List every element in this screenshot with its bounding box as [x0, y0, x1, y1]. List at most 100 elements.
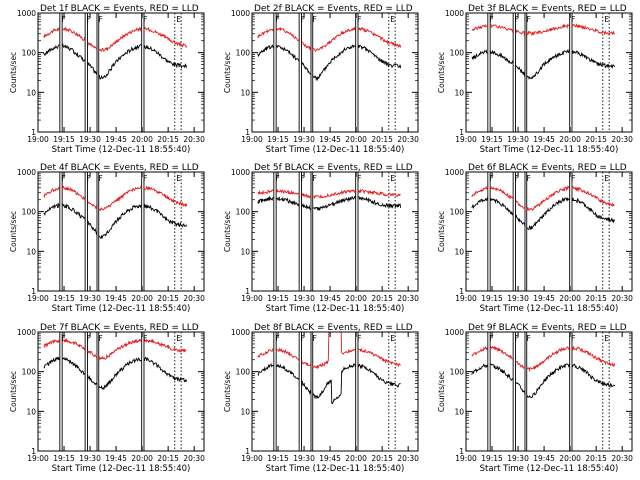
x-tick-label: 19:00 — [241, 135, 263, 144]
panel-title: Det 3f BLACK = Events, RED = LLD — [468, 4, 627, 14]
lld-series-line — [43, 26, 188, 52]
marker-label: F — [489, 174, 493, 183]
y-tick-label: 10 — [454, 407, 464, 416]
x-axis-label: Start Time (12-Dec-11 18:55:40) — [52, 464, 191, 474]
x-tick-label: 20:00 — [559, 294, 581, 303]
x-tick-label: 19:45 — [533, 135, 555, 144]
x-tick-label: 20:15 — [371, 135, 393, 144]
y-tick-label: 10 — [454, 88, 464, 97]
x-axis-label: Start Time (12-Dec-11 18:55:40) — [266, 145, 405, 155]
x-tick-label: 20:15 — [157, 454, 179, 463]
panel-frame — [251, 12, 419, 133]
y-tick-label: 1000 — [445, 168, 464, 177]
marker-label: F — [526, 15, 530, 24]
y-tick-label: 100 — [236, 208, 251, 217]
events-series-line — [471, 48, 615, 80]
x-tick-label: 19:15 — [481, 135, 503, 144]
y-tick-label: 100 — [236, 49, 251, 58]
x-tick-label: 19:00 — [241, 454, 263, 463]
events-series-line — [471, 363, 615, 399]
y-tick-label: 1 — [245, 128, 250, 137]
marker-label: F — [301, 334, 305, 343]
marker-label: F — [312, 174, 316, 183]
y-tick-label: 10 — [240, 88, 250, 97]
x-tick-label: 20:30 — [397, 454, 419, 463]
x-tick-label: 20:15 — [585, 454, 607, 463]
marker-label: E — [604, 15, 609, 24]
marker-label: F — [515, 15, 519, 24]
y-tick-label: 1000 — [231, 9, 250, 18]
x-tick-label: 20:15 — [371, 454, 393, 463]
y-tick-label: 1 — [31, 128, 36, 137]
x-tick-label: 20:30 — [183, 294, 205, 303]
marker-label: F — [98, 15, 102, 24]
y-tick-label: 1000 — [231, 168, 250, 177]
y-tick-label: 1 — [31, 287, 36, 296]
events-series-line — [43, 43, 188, 80]
y-tick-label: 10 — [26, 407, 36, 416]
marker-label: F — [357, 174, 361, 183]
panel-title: Det 2f BLACK = Events, RED = LLD — [254, 4, 413, 14]
marker-label: F — [526, 174, 530, 183]
marker-label: F — [571, 334, 575, 343]
marker-label: F — [275, 174, 279, 183]
plot-area — [471, 172, 615, 291]
x-tick-label: 19:30 — [507, 135, 529, 144]
x-axis-label: Start Time (12-Dec-11 18:55:40) — [266, 304, 405, 314]
marker-label: F — [515, 174, 519, 183]
y-axis-label: Counts/sec — [437, 211, 446, 252]
x-tick-label: 19:15 — [481, 454, 503, 463]
x-tick-label: 19:30 — [79, 135, 101, 144]
events-series-line — [43, 356, 188, 391]
x-tick-label: 19:15 — [481, 294, 503, 303]
x-tick-label: 20:00 — [131, 454, 153, 463]
x-tick-label: 20:15 — [157, 135, 179, 144]
x-tick-label: 19:00 — [455, 294, 477, 303]
x-tick-label: 20:00 — [345, 454, 367, 463]
y-tick-label: 100 — [22, 208, 37, 217]
marker-label: F — [87, 15, 91, 24]
x-tick-label: 19:15 — [267, 135, 289, 144]
events-series-line — [257, 44, 402, 82]
marker-label: F — [301, 174, 305, 183]
marker-label: F — [301, 15, 305, 24]
panel-title: Det 7f BLACK = Events, RED = LLD — [40, 323, 199, 333]
x-tick-label: 20:30 — [397, 294, 419, 303]
x-tick-label: 19:00 — [27, 294, 49, 303]
x-tick-label: 19:45 — [105, 135, 127, 144]
x-tick-label: 19:15 — [267, 294, 289, 303]
marker-label: F — [143, 334, 147, 343]
marker-label: F — [61, 334, 65, 343]
x-tick-label: 20:30 — [611, 454, 633, 463]
y-tick-label: 1 — [245, 447, 250, 456]
panel-title: Det 5f BLACK = Events, RED = LLD — [254, 163, 413, 173]
lld-series-line — [471, 345, 616, 373]
x-axis-label: Start Time (12-Dec-11 18:55:40) — [480, 304, 619, 314]
x-tick-label: 19:00 — [455, 454, 477, 463]
lld-series-line — [471, 185, 615, 212]
marker-label: F — [61, 174, 65, 183]
y-tick-label: 1000 — [445, 9, 464, 18]
x-tick-label: 19:30 — [293, 135, 315, 144]
x-tick-label: 19:45 — [319, 135, 341, 144]
x-axis-label: Start Time (12-Dec-11 18:55:40) — [266, 464, 405, 474]
plot-area — [257, 332, 401, 451]
x-tick-label: 19:45 — [105, 294, 127, 303]
x-tick-label: 20:00 — [345, 135, 367, 144]
marker-label: F — [87, 334, 91, 343]
x-tick-label: 19:30 — [507, 294, 529, 303]
marker-label: E — [390, 174, 395, 183]
x-tick-label: 19:45 — [533, 294, 555, 303]
marker-label: F — [98, 174, 102, 183]
x-tick-label: 19:30 — [79, 454, 101, 463]
x-tick-label: 19:45 — [105, 454, 127, 463]
x-tick-label: 19:15 — [53, 454, 75, 463]
x-tick-label: 20:15 — [371, 294, 393, 303]
panel-frame — [251, 331, 419, 452]
